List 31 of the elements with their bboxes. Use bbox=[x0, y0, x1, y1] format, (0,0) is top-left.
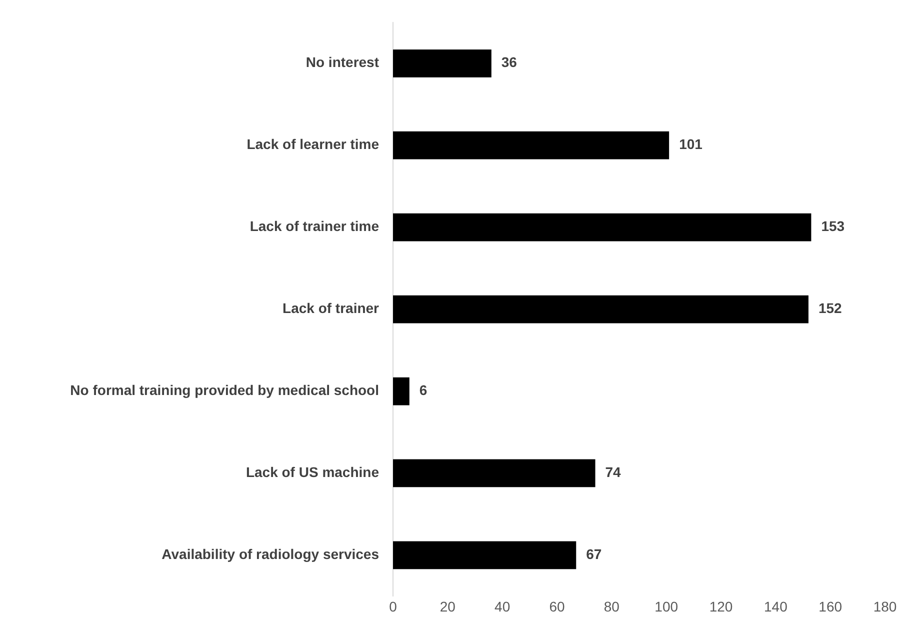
x-tick-label: 120 bbox=[709, 598, 733, 614]
bar bbox=[393, 459, 596, 488]
bar bbox=[393, 377, 410, 406]
x-tick-label: 160 bbox=[818, 598, 842, 614]
bar bbox=[393, 49, 492, 78]
data-label: 36 bbox=[501, 54, 518, 70]
x-tick-label: 20 bbox=[440, 598, 456, 614]
bar bbox=[393, 131, 670, 160]
x-tick-label: 100 bbox=[654, 598, 678, 614]
x-tick-label: 0 bbox=[389, 598, 398, 614]
y-tick-label: No formal training provided by medical school bbox=[70, 382, 379, 398]
y-tick-label: Lack of trainer time bbox=[250, 218, 380, 234]
y-tick-label: Availability of radiology services bbox=[162, 546, 380, 562]
data-label: 74 bbox=[605, 464, 622, 480]
data-label: 153 bbox=[821, 218, 845, 234]
data-label: 67 bbox=[586, 546, 602, 562]
x-tick-label: 60 bbox=[549, 598, 565, 614]
bar bbox=[393, 541, 576, 570]
x-tick-label: 180 bbox=[873, 598, 897, 614]
data-label: 6 bbox=[419, 382, 428, 398]
bar bbox=[393, 295, 808, 324]
x-tick-label: 40 bbox=[494, 598, 510, 614]
y-tick-label: Lack of US machine bbox=[246, 464, 380, 480]
y-tick-label: No interest bbox=[306, 54, 380, 70]
data-label: 101 bbox=[679, 136, 703, 152]
x-tick-label: 140 bbox=[764, 598, 788, 614]
x-tick-label: 80 bbox=[604, 598, 620, 614]
bar bbox=[393, 213, 812, 242]
y-tick-label: Lack of trainer bbox=[282, 300, 380, 316]
data-label: 152 bbox=[818, 300, 842, 316]
y-tick-label: Lack of learner time bbox=[246, 136, 380, 152]
